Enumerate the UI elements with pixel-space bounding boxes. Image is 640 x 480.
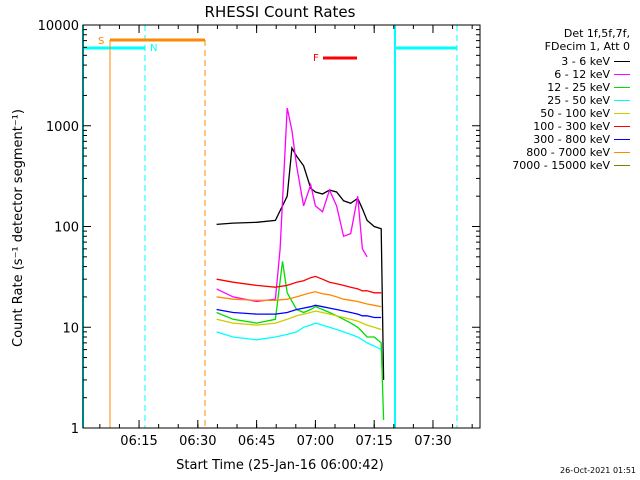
- legend-label: 3 - 6 keV: [561, 55, 610, 68]
- y-tick-label-4: 10000: [38, 19, 79, 34]
- x-tick-label-3: 07:00: [297, 434, 334, 449]
- series-line-4: [216, 310, 382, 331]
- legend-label: 25 - 50 keV: [547, 94, 610, 107]
- legend-swatch: [614, 113, 630, 114]
- y-tick-label-2: 100: [54, 221, 79, 236]
- annotation-f: F: [313, 53, 319, 64]
- series-line-6: [216, 304, 382, 319]
- legend-label: 12 - 25 keV: [547, 81, 610, 94]
- y-tick-label-3: 1000: [46, 120, 79, 135]
- legend-item: 3 - 6 keV: [480, 55, 630, 68]
- series-line-1: [216, 107, 368, 303]
- legend-label: 800 - 7000 keV: [526, 146, 610, 159]
- legend-swatch: [614, 87, 630, 88]
- legend-swatch: [614, 61, 630, 62]
- legend-item: 25 - 50 keV: [480, 94, 630, 107]
- legend-item: 12 - 25 keV: [480, 81, 630, 94]
- x-tick-label-1: 06:30: [179, 434, 216, 449]
- legend-item: 7000 - 15000 keV: [480, 159, 630, 172]
- y-axis-label: Count Rate (s⁻¹ detector segment⁻¹): [11, 109, 26, 347]
- y-tick-label-1: 10: [62, 321, 79, 336]
- x-tick-label-4: 07:15: [355, 434, 392, 449]
- y-tick-label-0: 1: [71, 422, 79, 437]
- x-tick-label-0: 06:15: [120, 434, 157, 449]
- series-line-3: [216, 322, 382, 351]
- x-tick-label-5: 07:30: [414, 434, 451, 449]
- legend-swatch: [614, 165, 630, 166]
- x-axis-label: Start Time (25-Jan-16 06:00:42): [176, 458, 384, 473]
- annotation-s: S: [98, 36, 104, 47]
- legend-swatch: [614, 126, 630, 127]
- legend-item: 800 - 7000 keV: [480, 146, 630, 159]
- series-line-5: [216, 275, 382, 294]
- legend-item: 300 - 800 keV: [480, 133, 630, 146]
- legend-header-line-1: Det 1f,5f,7f,: [563, 27, 630, 40]
- legend-item: 6 - 12 keV: [480, 68, 630, 81]
- legend-swatch: [614, 74, 630, 75]
- legend-label: 6 - 12 keV: [554, 68, 610, 81]
- series-line-0: [216, 146, 385, 380]
- legend-swatch: [614, 100, 630, 101]
- datestamp: 26-Oct-2021 01:51: [560, 466, 636, 475]
- legend-label: 100 - 300 keV: [533, 120, 610, 133]
- legend-item: 50 - 100 keV: [480, 107, 630, 120]
- legend-label: 300 - 800 keV: [533, 133, 610, 146]
- x-tick-label-2: 06:45: [238, 434, 275, 449]
- legend-swatch: [614, 139, 630, 140]
- legend-swatch: [614, 152, 630, 153]
- chart-title: RHESSI Count Rates: [205, 3, 356, 21]
- legend-label: 50 - 100 keV: [540, 107, 610, 120]
- legend-header-line-2: FDecim 1, Att 0: [544, 40, 630, 53]
- series-line-7: [216, 291, 382, 308]
- series-line-2: [216, 261, 385, 421]
- annotation-n: N: [150, 43, 157, 54]
- legend-item: 100 - 300 keV: [480, 120, 630, 133]
- legend-label: 7000 - 15000 keV: [512, 159, 610, 172]
